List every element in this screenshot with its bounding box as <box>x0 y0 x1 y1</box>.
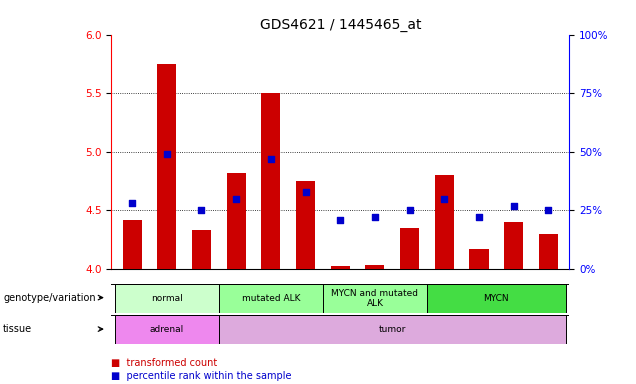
Text: tissue: tissue <box>3 324 32 334</box>
Bar <box>323 284 427 313</box>
Bar <box>114 315 219 344</box>
Point <box>127 200 137 206</box>
Point <box>197 207 207 214</box>
Bar <box>123 220 142 269</box>
Text: genotype/variation: genotype/variation <box>3 293 96 303</box>
Point <box>266 156 276 162</box>
Bar <box>192 230 211 269</box>
Bar <box>261 93 280 269</box>
Bar <box>331 266 350 269</box>
Point <box>474 214 484 220</box>
Text: normal: normal <box>151 294 183 303</box>
Bar <box>219 284 323 313</box>
Point <box>439 195 450 202</box>
Bar <box>219 315 566 344</box>
Text: MYCN and mutated
ALK: MYCN and mutated ALK <box>331 289 418 308</box>
Point <box>335 217 345 223</box>
Bar <box>469 249 488 269</box>
Text: MYCN: MYCN <box>483 294 509 303</box>
Bar <box>157 64 176 269</box>
Bar <box>296 181 315 269</box>
Bar <box>504 222 523 269</box>
Text: ■  percentile rank within the sample: ■ percentile rank within the sample <box>111 371 292 381</box>
Point <box>404 207 415 214</box>
Point <box>300 189 310 195</box>
Bar <box>539 234 558 269</box>
Point <box>162 151 172 157</box>
Text: ■  transformed count: ■ transformed count <box>111 358 218 368</box>
Bar <box>427 284 566 313</box>
Bar <box>226 173 245 269</box>
Title: GDS4621 / 1445465_at: GDS4621 / 1445465_at <box>259 18 421 32</box>
Text: tumor: tumor <box>378 325 406 334</box>
Point <box>543 207 553 214</box>
Text: mutated ALK: mutated ALK <box>242 294 300 303</box>
Point <box>231 195 241 202</box>
Point <box>370 214 380 220</box>
Bar <box>400 228 419 269</box>
Bar <box>114 284 219 313</box>
Point <box>509 202 519 209</box>
Bar <box>435 175 454 269</box>
Text: adrenal: adrenal <box>149 325 184 334</box>
Bar <box>366 265 385 269</box>
